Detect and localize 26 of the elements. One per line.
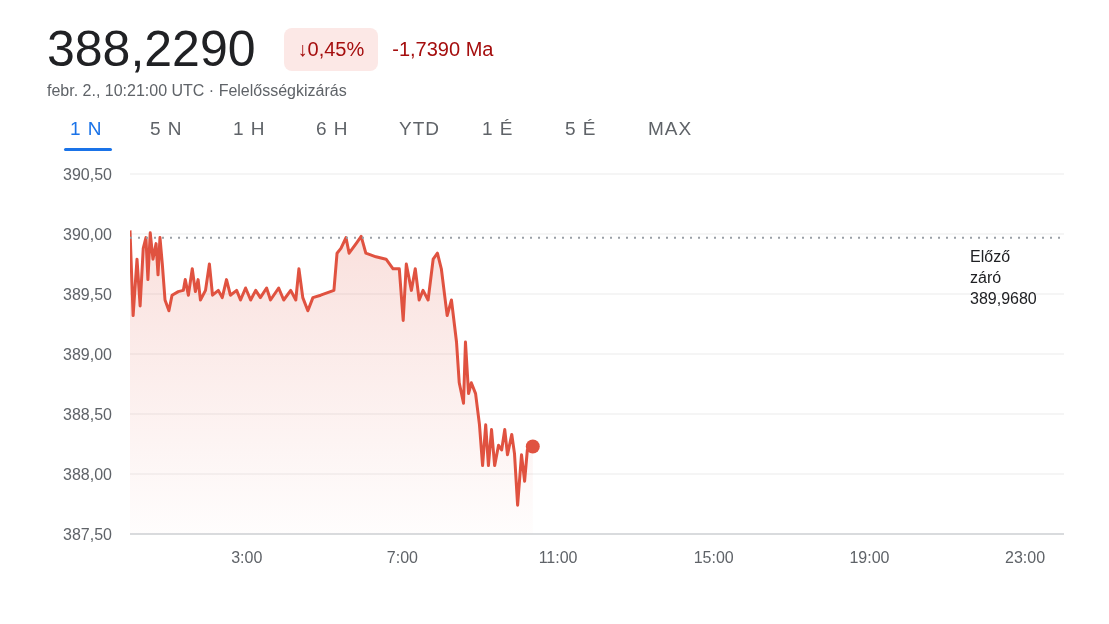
y-tick-label: 387,50 — [63, 525, 113, 543]
ref-line-label: Előző záró 389,9680 — [970, 247, 1037, 307]
y-tick-label: 388,50 — [63, 405, 113, 423]
text: 1 N — [70, 118, 104, 141]
y-tick-label: 390,00 — [63, 225, 113, 243]
x-tick-label: 15:00 — [693, 549, 734, 567]
y-tick-label: 389,50 — [63, 285, 113, 303]
text: 5 N — [150, 118, 184, 141]
text: MAX — [648, 118, 694, 141]
x-tick-label: 11:00 — [538, 549, 578, 567]
x-tick-label: 19:00 — [849, 549, 890, 567]
text: 1 H — [233, 118, 267, 141]
y-tick-label: 388,00 — [63, 465, 113, 483]
y-tick-label: 390,50 — [63, 165, 113, 183]
text: 1 É — [482, 118, 515, 141]
text: 5 É — [565, 118, 598, 141]
x-tick-label: 23:00 — [1005, 549, 1046, 567]
chart-title: 388,2290 — [47, 20, 256, 78]
text: -1,7390 Ma — [392, 37, 494, 61]
text: ↓0,45% — [283, 27, 379, 71]
chart-subtitle: febr. 2., 10:21:00 UTC · Felelősségkizárás — [47, 82, 348, 100]
x-tick-label: 7:00 — [386, 549, 419, 567]
x-tick-label: 3:00 — [231, 549, 263, 567]
text: 6 H — [316, 118, 350, 141]
text: YTD — [399, 118, 441, 141]
y-tick-label: 389,00 — [63, 345, 113, 363]
